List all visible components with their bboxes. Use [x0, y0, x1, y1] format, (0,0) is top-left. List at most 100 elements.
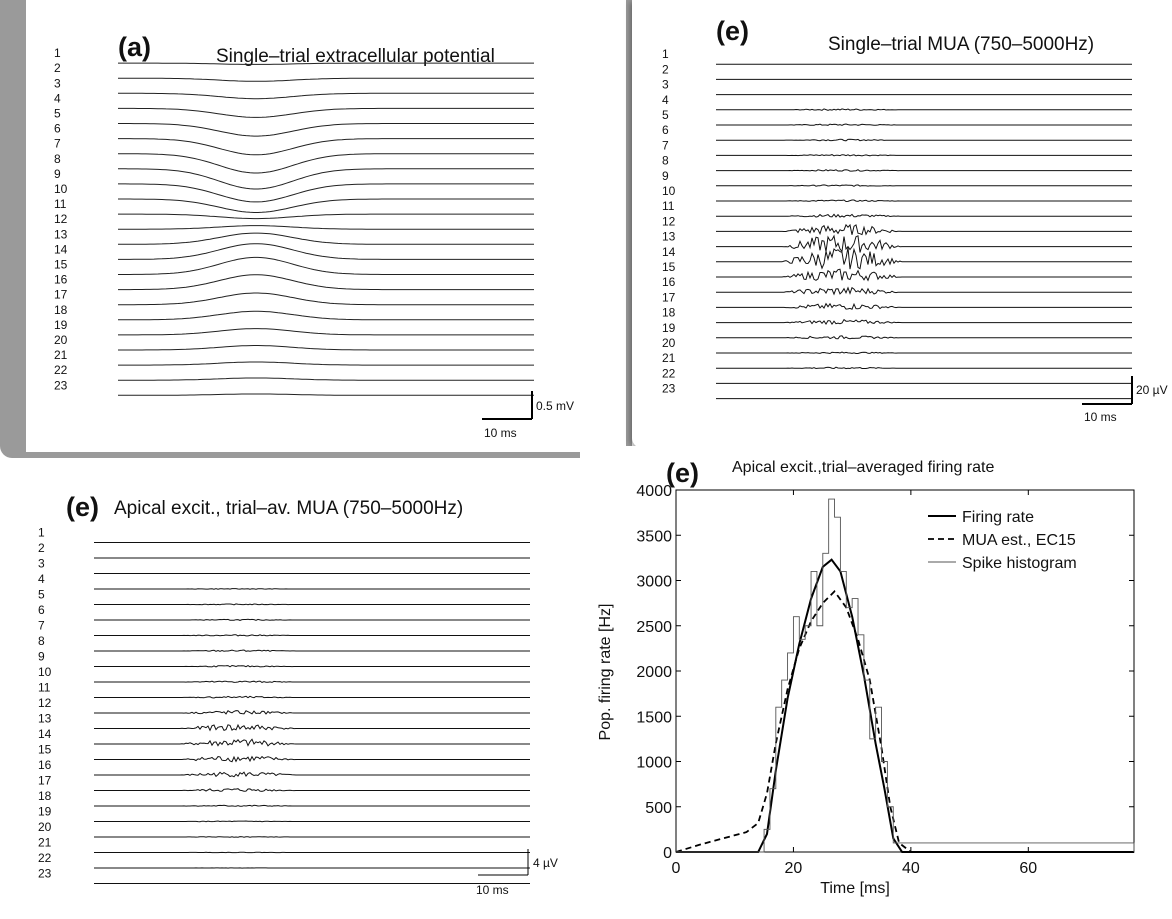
channel-label: 9	[38, 650, 45, 664]
channel-label: 11	[54, 197, 67, 211]
channel-label: 14	[662, 245, 676, 259]
channel-label: 9	[662, 169, 669, 183]
mua-trace	[94, 603, 530, 606]
legend: Firing rate MUA est., EC15 Spike histogram	[928, 509, 1077, 572]
channel-label: 11	[662, 199, 675, 213]
channel-label: 14	[38, 727, 52, 741]
potential-trace	[118, 393, 534, 396]
mua-trace	[716, 213, 1132, 218]
channel-label: 6	[38, 603, 45, 617]
channel-label: 10	[662, 184, 676, 198]
mua-trace	[716, 169, 1132, 172]
channel-label: 19	[38, 805, 52, 819]
potential-trace	[118, 243, 534, 260]
series-line	[675, 590, 1134, 853]
channel-label: 22	[54, 363, 68, 377]
panel-e-trial-averaged-mua: (e) Apical excit., trial–av. MUA (750–50…	[0, 476, 580, 919]
potential-trace	[118, 361, 534, 366]
channel-label: 22	[662, 366, 676, 380]
mua-trace	[716, 234, 1132, 253]
channel-label: 11	[38, 681, 51, 695]
channel-label: 1	[662, 47, 669, 61]
panel-e2-letter: (e)	[66, 492, 99, 522]
channel-label: 21	[38, 836, 52, 850]
mua-trace	[716, 335, 1132, 340]
channel-label: 10	[54, 182, 68, 196]
legend-label: Firing rate	[962, 509, 1034, 526]
channel-label: 5	[662, 108, 669, 122]
channel-label: 20	[38, 820, 52, 834]
mua-trace	[716, 223, 1132, 236]
channel-label: 13	[54, 227, 68, 241]
channel-label: 1	[38, 526, 45, 540]
panel-a-extracellular-potential: (a) Single–trial extracellular potential…	[26, 0, 626, 452]
y-tick-label: 3500	[636, 528, 672, 545]
y-tick-label: 1000	[636, 755, 672, 772]
channel-label: 3	[38, 557, 45, 571]
potential-trace	[118, 168, 534, 190]
channel-label: 16	[54, 273, 68, 287]
channel-label: 17	[54, 288, 68, 302]
potential-trace	[118, 92, 534, 100]
channel-label: 5	[54, 107, 61, 121]
mua-trace	[94, 634, 530, 637]
y-tick-label: 1500	[636, 709, 672, 726]
channel-label: 21	[54, 348, 68, 362]
potential-trace	[118, 183, 534, 203]
potential-trace	[118, 377, 534, 381]
potential-trace	[118, 123, 534, 137]
mua-trace	[716, 184, 1132, 187]
series-line	[676, 558, 1134, 853]
mua-trace	[716, 318, 1132, 326]
panel-e2-amp-label: 4 µV	[533, 856, 558, 870]
channel-label: 7	[54, 137, 61, 151]
channel-label: 19	[662, 321, 676, 335]
y-tick-label: 500	[645, 800, 672, 817]
channel-label: 14	[54, 242, 68, 256]
mua-trace	[716, 154, 1132, 157]
mua-trace	[716, 351, 1132, 355]
potential-trace	[118, 328, 534, 336]
panel-e1-svg: (e) Single–trial MUA (750–5000Hz) 123456…	[662, 16, 1168, 424]
mua-trace	[94, 836, 530, 838]
mua-trace	[94, 695, 530, 699]
mua-trace	[716, 302, 1132, 310]
potential-trace	[118, 345, 534, 351]
channel-label: 10	[38, 665, 52, 679]
channel-label: 16	[38, 758, 52, 772]
channel-label: 1	[54, 46, 61, 60]
panel-a-amp-label: 0.5 mV	[536, 399, 574, 413]
panel-e3-letter: (e)	[666, 458, 699, 488]
channel-label: 6	[662, 123, 669, 137]
mua-trace	[94, 738, 530, 747]
potential-trace	[118, 256, 534, 275]
channel-label: 18	[54, 303, 68, 317]
x-tick-label: 0	[672, 860, 681, 877]
mua-trace	[94, 820, 530, 823]
mua-trace	[716, 286, 1132, 296]
panel-a-svg: (a) Single–trial extracellular potential…	[54, 32, 574, 440]
y-tick-label: 2000	[636, 664, 672, 681]
mua-trace	[94, 723, 530, 732]
channel-label: 19	[54, 318, 68, 332]
channel-label: 8	[662, 154, 669, 168]
panel-e-firing-rate: (e) Apical excit.,trial–averaged firing …	[580, 446, 1172, 919]
panel-e2-title: Apical excit., trial–av. MUA (750–5000Hz…	[114, 498, 463, 519]
channel-label: 15	[38, 743, 52, 757]
mua-trace	[94, 804, 530, 807]
channel-label: 23	[662, 382, 676, 396]
mua-trace	[94, 755, 530, 763]
channel-label: 13	[38, 712, 52, 726]
channel-label: 17	[662, 290, 676, 304]
y-tick-label: 4000	[636, 483, 672, 500]
channel-label: 12	[38, 696, 52, 710]
potential-trace	[118, 107, 534, 118]
channel-label: 21	[662, 351, 676, 365]
channel-label: 18	[38, 789, 52, 803]
potential-trace	[118, 310, 534, 321]
panel-e1-amp-label: 20 µV	[1136, 383, 1168, 397]
channel-label: 2	[662, 62, 669, 76]
potential-trace	[118, 138, 534, 156]
x-axis-label: Time [ms]	[820, 880, 890, 897]
